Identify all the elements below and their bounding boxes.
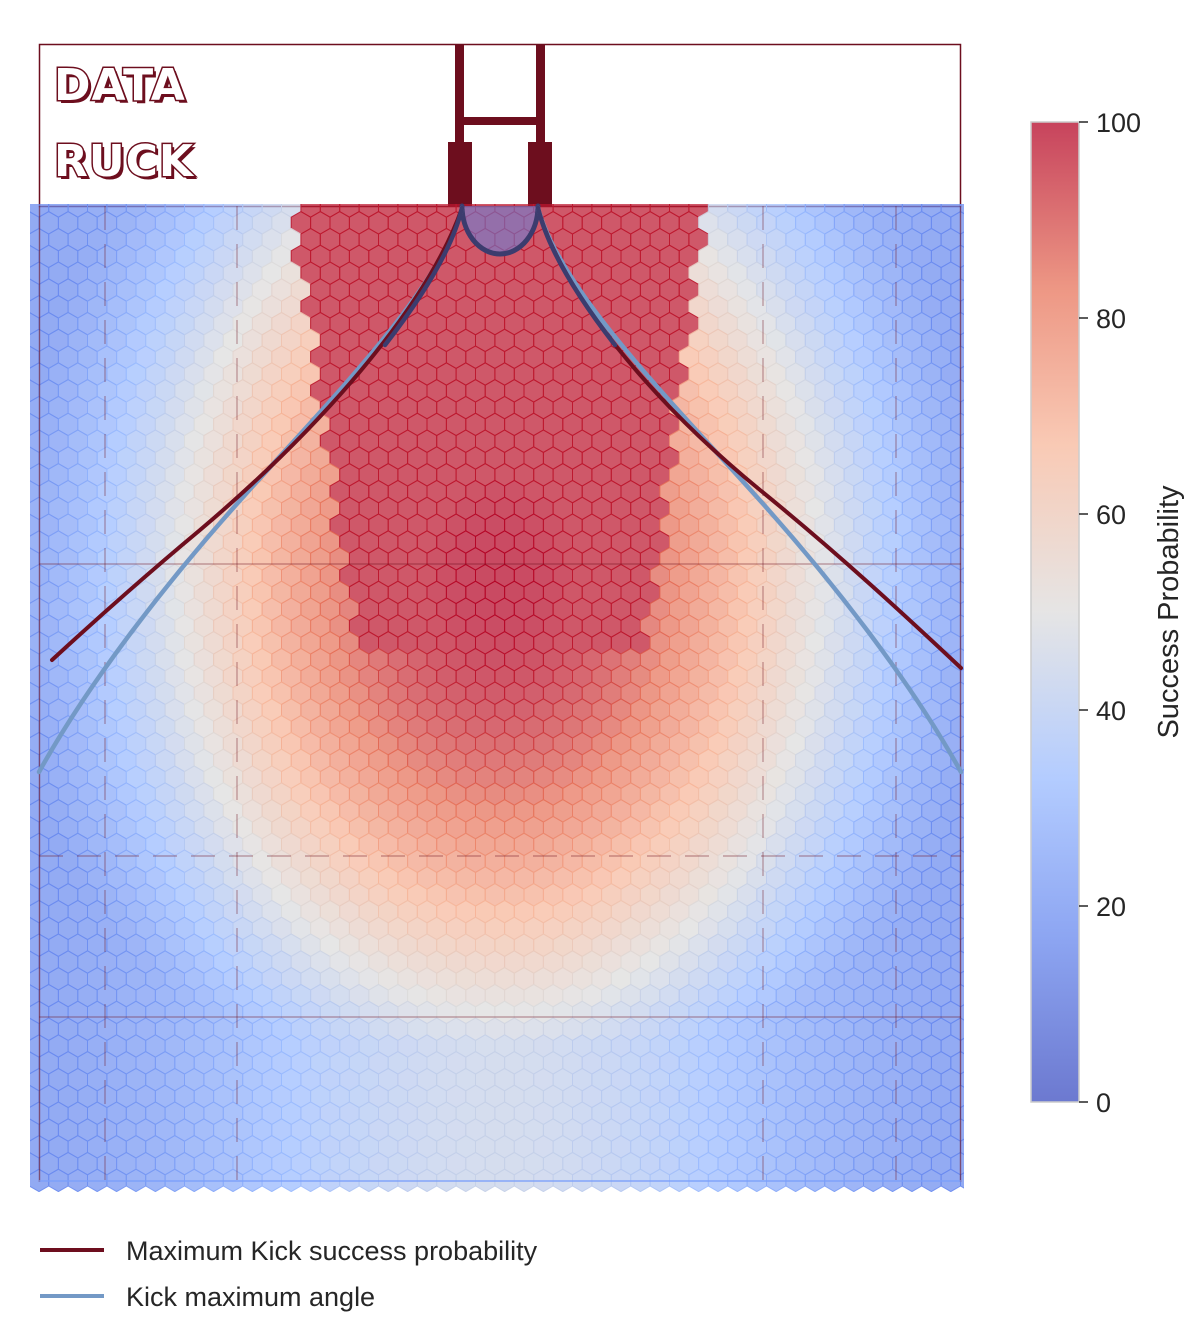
- colorbar-ticks: 0 20 40 60 80 100: [1079, 108, 1141, 1118]
- hex-cell: [10, 497, 29, 519]
- hex-cell: [10, 564, 29, 586]
- logo-line1: DATA: [54, 60, 186, 111]
- hex-cell: [10, 296, 29, 318]
- series-max-success-left: [50, 206, 464, 662]
- hex-cell: [970, 917, 989, 939]
- hex-cell: [10, 396, 29, 418]
- data-ruck-logo: DATA DATA RUCK RUCK: [53, 59, 198, 191]
- series-overlap-left: [382, 205, 465, 348]
- hex-cell: [10, 934, 29, 956]
- hex-cell: [10, 665, 29, 687]
- hex-cell: [10, 732, 29, 754]
- hex-cell: [10, 329, 29, 351]
- hex-cell: [960, 1172, 964, 1189]
- logo-line2: RUCK: [54, 136, 195, 187]
- hex-cell: [10, 1068, 29, 1090]
- logo-line1-shadow: DATA: [57, 63, 189, 114]
- hex-cell: [970, 984, 989, 1006]
- hex-cell: [10, 867, 29, 889]
- hex-cell: [970, 245, 989, 267]
- hex-cell: [970, 648, 989, 670]
- hex-cell: [970, 1119, 989, 1141]
- hex-cell: [970, 783, 989, 805]
- hex-cell: [10, 1001, 29, 1023]
- hex-cell: [970, 413, 989, 435]
- in-goal-box: [38, 43, 962, 208]
- series-kick-max-angle-right: [535, 205, 964, 775]
- hex-cell: [970, 884, 989, 906]
- hex-cell: [10, 598, 29, 620]
- hex-cell: [10, 1169, 29, 1191]
- hex-cell: [10, 363, 29, 385]
- hex-cell: [970, 682, 989, 704]
- hex-cell: [10, 632, 29, 654]
- hex-cell: [10, 900, 29, 922]
- hex-cell: [10, 464, 29, 486]
- legend: Maximum Kick success probability Kick ma…: [40, 1236, 538, 1312]
- logo-line2-shadow: RUCK: [57, 139, 198, 190]
- hex-cell: [970, 1085, 989, 1107]
- hex-cell: [970, 346, 989, 368]
- colorbar-tick-label: 20: [1096, 892, 1126, 922]
- colorbar: 0 20 40 60 80 100 Success Probability: [1030, 108, 1185, 1118]
- hex-cell: [10, 800, 29, 822]
- colorbar-tick-label: 0: [1096, 1088, 1111, 1118]
- hex-cell: [10, 699, 29, 721]
- hex-cell: [970, 279, 989, 301]
- hexbin-heatmap: [10, 195, 989, 1192]
- colorbar-tick-label: 100: [1096, 108, 1141, 138]
- series-lines: [36, 203, 964, 775]
- hex-cell: [970, 1052, 989, 1074]
- legend-label-max-success: Maximum Kick success probability: [126, 1236, 538, 1266]
- posts-semicircle: [459, 203, 541, 257]
- hex-cell: [970, 212, 989, 234]
- hex-cell: [970, 514, 989, 536]
- goal-posts-icon: [448, 44, 552, 206]
- legend-label-max-angle: Kick maximum angle: [126, 1282, 375, 1312]
- in-goal-area: DATA DATA RUCK RUCK: [38, 43, 962, 208]
- colorbar-tick-label: 60: [1096, 500, 1126, 530]
- hex-cell: [970, 816, 989, 838]
- hex-cell: [970, 447, 989, 469]
- hex-cell: [10, 262, 29, 284]
- hex-cell: [10, 1136, 29, 1158]
- hex-cell: [10, 195, 29, 217]
- hex-cell: [10, 228, 29, 250]
- hex-cell: [970, 1018, 989, 1040]
- hex-cell: [970, 380, 989, 402]
- hex-cell: [970, 716, 989, 738]
- pitch-markings: [38, 206, 962, 1182]
- colorbar-gradient: [1030, 121, 1080, 1103]
- hex-cell: [970, 749, 989, 771]
- colorbar-label: Success Probability: [1153, 485, 1185, 739]
- hex-cell: [10, 766, 29, 788]
- hex-cell: [970, 312, 989, 334]
- hex-cell: [970, 615, 989, 637]
- hex-cell: [970, 951, 989, 973]
- hex-cell: [10, 430, 29, 452]
- hex-cell: [10, 968, 29, 990]
- hex-cell: [970, 548, 989, 570]
- hex-cell: [10, 833, 29, 855]
- colorbar-tick-label: 80: [1096, 304, 1126, 334]
- hex-cell: [970, 850, 989, 872]
- hex-cell: [10, 1035, 29, 1057]
- hex-cell: [10, 1102, 29, 1124]
- hex-cell: [970, 581, 989, 603]
- colorbar-tick-label: 40: [1096, 696, 1126, 726]
- hex-cell: [970, 480, 989, 502]
- series-overlap-right: [535, 205, 618, 348]
- hex-cell: [970, 1152, 989, 1174]
- hex-cell: [10, 531, 29, 553]
